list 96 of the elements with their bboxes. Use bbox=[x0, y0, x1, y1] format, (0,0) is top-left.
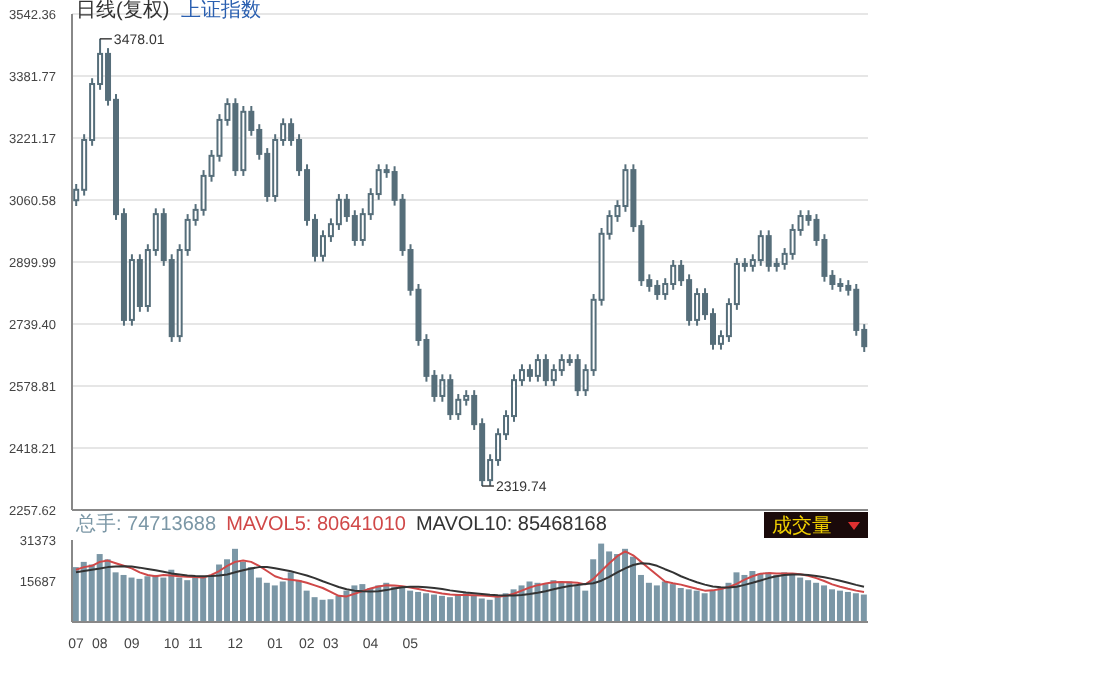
bar bbox=[773, 574, 780, 622]
bar bbox=[423, 593, 430, 622]
bar bbox=[757, 573, 764, 622]
bar bbox=[136, 578, 143, 622]
candlestick bbox=[789, 223, 796, 261]
candlestick bbox=[686, 273, 693, 327]
bar bbox=[598, 543, 605, 622]
bar bbox=[717, 588, 724, 622]
bar bbox=[829, 589, 835, 622]
bar bbox=[789, 573, 796, 622]
bar bbox=[446, 597, 453, 622]
bar bbox=[184, 580, 191, 622]
candlestick bbox=[136, 253, 143, 313]
bar bbox=[749, 571, 756, 622]
bar bbox=[200, 577, 207, 622]
candlestick bbox=[534, 353, 541, 383]
bar bbox=[781, 572, 788, 622]
bar bbox=[677, 588, 684, 622]
bar bbox=[765, 572, 772, 622]
series-label: MAVOL10: 85468168 bbox=[415, 514, 607, 536]
bar bbox=[574, 585, 581, 622]
bar bbox=[454, 594, 461, 622]
bar bbox=[319, 599, 326, 622]
bar bbox=[311, 597, 318, 622]
bar bbox=[168, 569, 175, 622]
candlestick bbox=[654, 279, 661, 301]
bar bbox=[271, 585, 278, 622]
bar bbox=[438, 595, 445, 622]
bar bbox=[852, 593, 859, 622]
candlestick bbox=[757, 229, 764, 267]
bar bbox=[653, 585, 660, 622]
bar bbox=[232, 548, 238, 622]
bar bbox=[486, 599, 493, 622]
candlestick bbox=[558, 353, 565, 377]
bar bbox=[558, 582, 565, 622]
bar bbox=[669, 584, 676, 622]
bar bbox=[128, 577, 135, 622]
bar bbox=[860, 594, 867, 622]
bar bbox=[152, 574, 159, 622]
bar bbox=[327, 599, 334, 622]
bar bbox=[645, 582, 652, 622]
bar bbox=[295, 580, 302, 622]
bar bbox=[630, 556, 636, 622]
candlestick bbox=[550, 363, 557, 387]
bar bbox=[661, 581, 668, 622]
bar bbox=[805, 580, 812, 622]
bar bbox=[80, 561, 87, 622]
bar bbox=[415, 591, 422, 622]
candlestick bbox=[574, 353, 581, 397]
bar bbox=[797, 577, 804, 622]
line-series bbox=[74, 562, 866, 597]
series-label: 总手: 74713688 bbox=[76, 514, 217, 536]
bar bbox=[287, 572, 294, 622]
bar bbox=[160, 577, 167, 622]
bar bbox=[622, 548, 629, 622]
bar bbox=[120, 574, 127, 622]
candlestick bbox=[542, 353, 549, 387]
bar bbox=[391, 586, 398, 622]
bar bbox=[606, 551, 613, 622]
candlestick bbox=[670, 259, 677, 291]
bar bbox=[96, 554, 103, 622]
bar bbox=[407, 590, 414, 622]
bar bbox=[216, 564, 223, 622]
bar bbox=[494, 597, 501, 622]
bar bbox=[399, 588, 406, 622]
bar bbox=[844, 591, 851, 622]
bar bbox=[709, 590, 716, 622]
bar bbox=[836, 590, 843, 622]
bar bbox=[733, 572, 740, 622]
bar bbox=[144, 576, 151, 622]
bar bbox=[470, 595, 477, 622]
candlestick bbox=[447, 373, 454, 421]
bar bbox=[542, 584, 549, 622]
bar bbox=[693, 590, 700, 622]
series-label: MAVOL5: 80641010 bbox=[226, 514, 406, 536]
candlestick bbox=[765, 229, 772, 273]
bar bbox=[821, 585, 828, 622]
bar bbox=[685, 589, 692, 622]
text: 成交量 bbox=[772, 513, 832, 539]
bar bbox=[359, 584, 366, 622]
chart-subtitle: 上证指数 bbox=[181, 0, 262, 22]
bar bbox=[478, 598, 485, 622]
chart-title: 日线(复权) bbox=[76, 0, 170, 22]
bar bbox=[335, 595, 342, 622]
bar bbox=[192, 576, 199, 622]
bar bbox=[813, 582, 820, 622]
bar bbox=[614, 554, 621, 622]
bar bbox=[701, 593, 708, 622]
bar bbox=[72, 567, 79, 622]
bar bbox=[431, 594, 437, 622]
bar bbox=[263, 582, 270, 622]
line-series bbox=[74, 550, 866, 598]
candlestick bbox=[694, 287, 701, 327]
bar bbox=[176, 577, 183, 622]
candlestick bbox=[335, 193, 342, 231]
bar bbox=[247, 567, 254, 622]
